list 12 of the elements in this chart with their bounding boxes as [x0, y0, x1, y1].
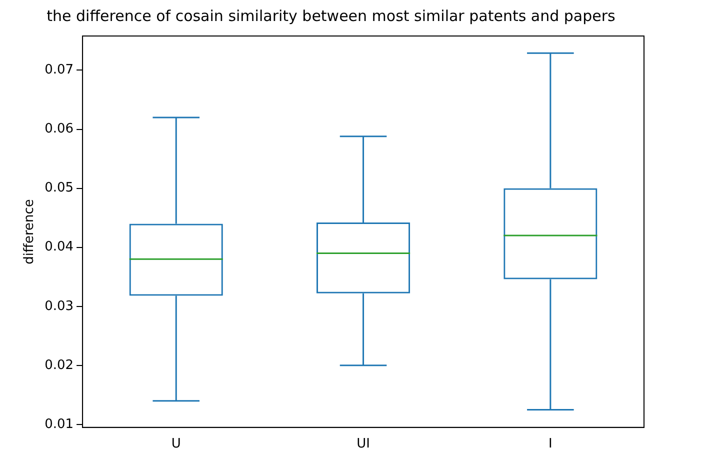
- y-tick-label: 0.01: [44, 416, 74, 432]
- y-tick-label: 0.07: [44, 62, 74, 78]
- y-tick-label: 0.04: [44, 240, 74, 255]
- y-tick-label: 0.06: [44, 122, 74, 137]
- y-tick-label: 0.03: [44, 298, 74, 314]
- y-tick-label: 0.02: [44, 358, 74, 373]
- x-tick-label: UI: [356, 436, 370, 452]
- x-tick-label: I: [548, 436, 552, 452]
- y-axis-title: difference: [22, 199, 38, 264]
- chart-title: the difference of cosain similarity between most similar patents and papers: [46, 6, 616, 25]
- y-tick-label: 0.05: [44, 180, 74, 196]
- x-tick-label: U: [171, 436, 181, 452]
